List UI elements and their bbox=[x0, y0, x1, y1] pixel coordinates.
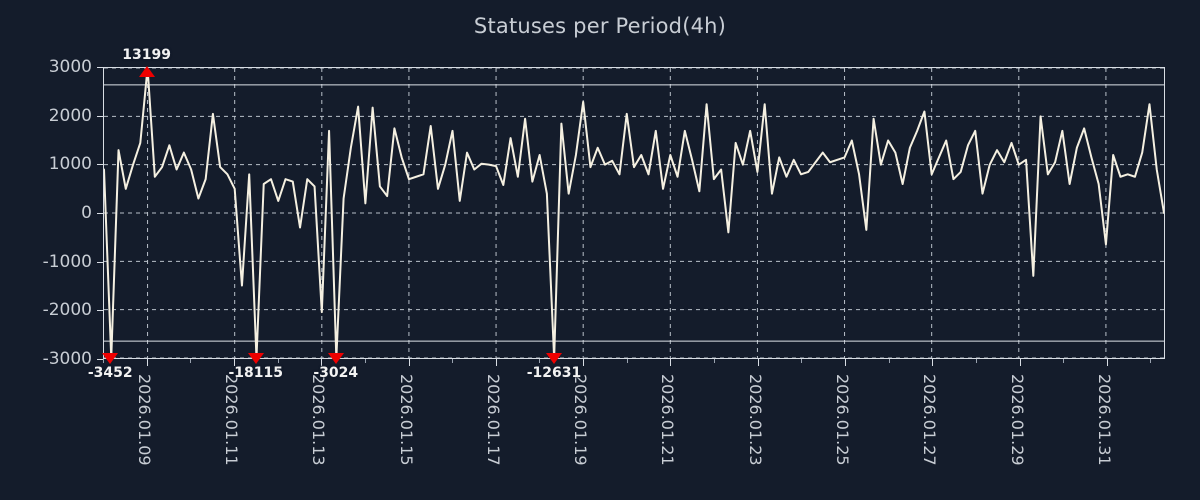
x-axis-tick-mark bbox=[233, 359, 235, 366]
reference-lines-layer bbox=[104, 68, 1164, 358]
y-axis-tick-mark bbox=[97, 213, 103, 214]
x-axis-tick-mark bbox=[670, 359, 672, 366]
annotation-marker-down-triangle-icon bbox=[102, 353, 119, 365]
y-axis-tick-label: -3000 bbox=[42, 349, 92, 369]
x-axis-minor-tick bbox=[975, 359, 977, 363]
annotation-value-label: -3452 bbox=[87, 365, 133, 382]
x-axis-tick-mark bbox=[844, 359, 846, 366]
y-axis-tick-mark bbox=[97, 164, 103, 166]
grid-layer bbox=[104, 68, 1164, 358]
x-axis-tick-mark bbox=[932, 359, 934, 366]
x-axis-tick-mark bbox=[1019, 359, 1021, 366]
chart-title: Statuses per Period(4h) bbox=[473, 14, 727, 38]
annotation-value-label: -18115 bbox=[228, 365, 284, 382]
x-axis-tick-mark bbox=[321, 359, 323, 366]
x-axis-tick-mark bbox=[408, 359, 410, 366]
x-axis-minor-tick bbox=[801, 359, 803, 363]
x-axis-tick-mark bbox=[757, 359, 759, 366]
y-axis-tick-mark bbox=[97, 261, 103, 263]
x-axis-tick-mark bbox=[146, 359, 148, 366]
annotation-marker-up-triangle-icon bbox=[138, 66, 155, 78]
y-axis-tick-label: 3000 bbox=[48, 57, 92, 77]
y-axis-tick-label: 2000 bbox=[48, 105, 92, 126]
x-axis-minor-tick bbox=[190, 359, 192, 363]
annotation-value-label: -3024 bbox=[313, 365, 359, 382]
y-axis-tick-label: -1000 bbox=[42, 251, 92, 272]
x-axis-minor-tick bbox=[888, 359, 890, 363]
y-axis-tick-label: -2000 bbox=[42, 300, 92, 321]
y-axis-tick-mark bbox=[97, 359, 103, 360]
y-axis-tick-label: 1000 bbox=[48, 154, 92, 175]
annotation-value-label: 13199 bbox=[122, 47, 171, 64]
x-axis-minor-tick bbox=[539, 359, 541, 363]
plot-area bbox=[103, 67, 1165, 359]
annotation-marker-down-triangle-icon bbox=[327, 353, 344, 365]
annotation-value-label: -12631 bbox=[526, 365, 582, 382]
y-axis-tick-mark bbox=[97, 67, 103, 68]
x-axis-minor-tick bbox=[626, 359, 628, 363]
annotation-marker-down-triangle-icon bbox=[247, 353, 264, 365]
annotation-marker-down-triangle-icon bbox=[545, 353, 562, 365]
y-axis-tick-label: 0 bbox=[81, 203, 92, 223]
y-axis-tick-mark bbox=[97, 310, 103, 312]
x-axis-minor-tick bbox=[1063, 359, 1065, 363]
y-axis-tick-mark bbox=[97, 115, 103, 117]
x-axis-minor-tick bbox=[364, 359, 366, 363]
x-axis-minor-tick bbox=[452, 359, 454, 363]
x-axis-tick-mark bbox=[495, 359, 497, 366]
x-axis-minor-tick bbox=[1150, 359, 1152, 363]
x-axis-tick-mark bbox=[583, 359, 585, 366]
x-axis-tick-mark bbox=[1106, 359, 1108, 366]
series-line-layer bbox=[104, 68, 1164, 358]
x-axis-minor-tick bbox=[277, 359, 279, 363]
x-axis-minor-tick bbox=[714, 359, 715, 363]
